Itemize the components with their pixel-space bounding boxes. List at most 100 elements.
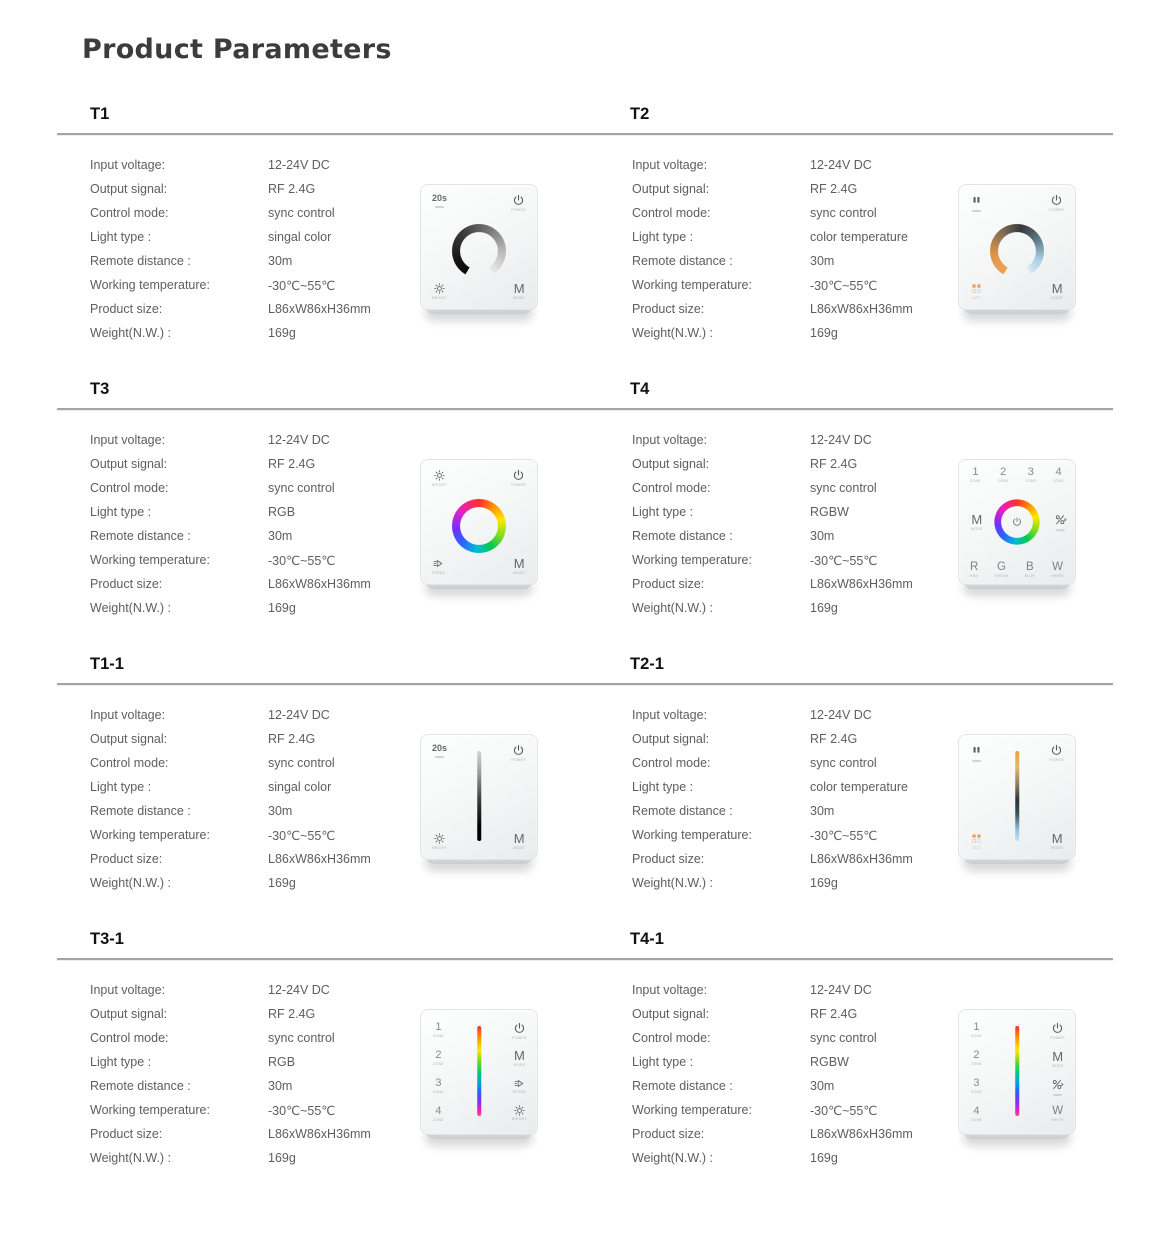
product-rows: T1 T2 Input voltage: 12-24V DC Output signal… xyxy=(57,104,1113,1204)
spec-value: -30℃~55℃ xyxy=(268,1103,336,1118)
panel-glyph-sublabel: White xyxy=(1051,573,1064,578)
product-row: T3-1 T4-1 Input voltage: 12-24V DC Output si… xyxy=(57,929,1113,1204)
spec-value: 30m xyxy=(268,804,293,818)
cct-icon xyxy=(970,832,983,845)
spec-value: singal color xyxy=(268,230,332,244)
power-icon xyxy=(512,744,525,757)
color-slider xyxy=(477,751,481,841)
panel-glyph: Speed xyxy=(513,1077,526,1095)
spec-label: Output signal: xyxy=(632,457,710,471)
spec-label: Working temperature: xyxy=(632,278,752,292)
spec-value: singal color xyxy=(268,780,332,794)
spec-value: 12-24V DC xyxy=(268,433,330,447)
spec-value: 169g xyxy=(268,601,296,615)
panel-glyph: 1 Zone xyxy=(971,1022,982,1038)
spec-label: Remote distance : xyxy=(90,1079,191,1093)
panel-glyph-sublabel: Power xyxy=(1049,207,1064,212)
spec-value: sync control xyxy=(268,756,335,770)
spec-value: L86xW86xH36mm xyxy=(268,852,371,866)
panel-glyph-text: 2 xyxy=(435,1049,442,1061)
spec-label: Output signal: xyxy=(632,1007,710,1021)
panel-glyph-sublabel: Blue xyxy=(1024,573,1036,578)
section-contents: Input voltage: 12-24V DC Output signal: RF … xyxy=(57,686,1113,929)
product-heading: T1 xyxy=(90,105,110,123)
spec-value: 12-24V DC xyxy=(268,158,330,172)
panel-glyph-sublabel: Zone xyxy=(433,1033,444,1038)
speed-percent-icon xyxy=(1054,513,1067,526)
product-panel-image: Power CCT M Mode xyxy=(958,184,1076,324)
spec-label: Product size: xyxy=(632,852,705,866)
color-ring xyxy=(448,219,510,282)
product-panel-image: Power CCT M Mode xyxy=(958,734,1076,874)
product-heading: T4 xyxy=(630,380,650,398)
panel-glyph: Bright xyxy=(432,282,447,300)
pause-icon xyxy=(970,744,983,757)
product-row: T1-1 T2-1 Input voltage: 12-24V DC Output si… xyxy=(57,654,1113,929)
spec-value: -30℃~55℃ xyxy=(810,553,878,568)
panel-glyph: 4 Zone xyxy=(433,1106,444,1122)
panel-glyph: W White xyxy=(1051,1105,1064,1123)
panel-glyph: M Mode xyxy=(514,1049,526,1067)
spec-label: Input voltage: xyxy=(90,708,166,722)
product-section: Input voltage: 12-24V DC Output signal: RF … xyxy=(585,153,1113,349)
spec-value: RF 2.4G xyxy=(268,1007,316,1021)
panel-glyph: Power xyxy=(1049,744,1064,762)
panel-glyph-sublabel xyxy=(1056,528,1065,531)
spec-label: Input voltage: xyxy=(90,983,166,997)
panel-glyph-text: 4 xyxy=(973,1105,980,1117)
spec-value: L86xW86xH36mm xyxy=(810,852,913,866)
spec-value: -30℃~55℃ xyxy=(268,278,336,293)
panel-glyph: 3 Zone xyxy=(433,1078,444,1094)
spec-label: Control mode: xyxy=(632,1031,711,1045)
product-panel-image: 1 Zone 2 Zone 3 Zone 4 Zone Power M Mode Speed Brigh… xyxy=(420,1009,538,1149)
spec-label: Product size: xyxy=(90,302,163,316)
spec-table: Input voltage: 12-24V DC Output signal: RF … xyxy=(57,428,585,620)
spec-label: Input voltage: xyxy=(632,708,708,722)
spec-label: Light type : xyxy=(632,1055,694,1069)
panel-glyph-sublabel: Green xyxy=(994,573,1009,578)
product-panel-image: Bright Power Speed M Mode xyxy=(420,459,538,599)
panel-glyph: Power xyxy=(511,469,526,487)
spec-value: RF 2.4G xyxy=(810,457,858,471)
color-ring xyxy=(448,494,510,557)
panel-glyph-sublabel xyxy=(972,759,981,762)
spec-value: sync control xyxy=(268,481,335,495)
panel-glyph-sublabel: Mode xyxy=(513,1062,526,1067)
panel-glyph: R Red xyxy=(970,561,978,579)
panel-glyph-text: 2 xyxy=(973,1049,980,1061)
panel-glyph: M Mode xyxy=(971,513,983,531)
spec-label: Working temperature: xyxy=(632,1103,752,1117)
panel-glyph-sublabel: Zone xyxy=(971,1061,982,1066)
panel-glyph-sublabel: Mode xyxy=(513,845,525,850)
panel-glyph: 4 Zone xyxy=(971,1106,982,1122)
panel-glyph-text: M xyxy=(514,1048,525,1064)
spec-table: Input voltage: 12-24V DC Output signal: RF … xyxy=(585,978,1113,1170)
panel-glyph-sublabel: Zone xyxy=(1025,478,1037,483)
panel-glyph xyxy=(970,744,983,762)
spec-label: Control mode: xyxy=(90,1031,169,1045)
spec-label: Remote distance : xyxy=(632,529,733,543)
power-icon xyxy=(1050,194,1063,207)
spec-label: Weight(N.W.) : xyxy=(90,1151,172,1165)
spec-label: Remote distance : xyxy=(632,254,733,268)
spec-value: sync control xyxy=(268,1031,335,1045)
panel-face: 20s Power Bright M Mode xyxy=(420,734,538,860)
panel-glyph-sublabel xyxy=(972,209,981,212)
spec-table: Input voltage: 12-24V DC Output signal: RF … xyxy=(57,703,585,895)
spec-label: Input voltage: xyxy=(632,983,708,997)
spec-value: RGB xyxy=(268,1055,296,1069)
spec-value: -30℃~55℃ xyxy=(810,278,878,293)
product-heading: T3-1 xyxy=(90,930,124,948)
color-slider xyxy=(477,1026,481,1116)
panel-glyph-sublabel: Bright xyxy=(432,295,448,300)
panel-glyph-text: 20s xyxy=(432,193,448,203)
spec-value: RF 2.4G xyxy=(810,732,858,746)
spec-value: L86xW86xH36mm xyxy=(268,302,371,316)
spec-value: L86xW86xH36mm xyxy=(810,302,913,316)
spec-label: Remote distance : xyxy=(90,529,191,543)
spec-table: Input voltage: 12-24V DC Output signal: RF … xyxy=(585,703,1113,895)
spec-value: 30m xyxy=(810,1079,835,1093)
spec-label: Control mode: xyxy=(632,756,711,770)
divider-line xyxy=(57,133,1113,136)
color-slider xyxy=(1015,751,1019,841)
